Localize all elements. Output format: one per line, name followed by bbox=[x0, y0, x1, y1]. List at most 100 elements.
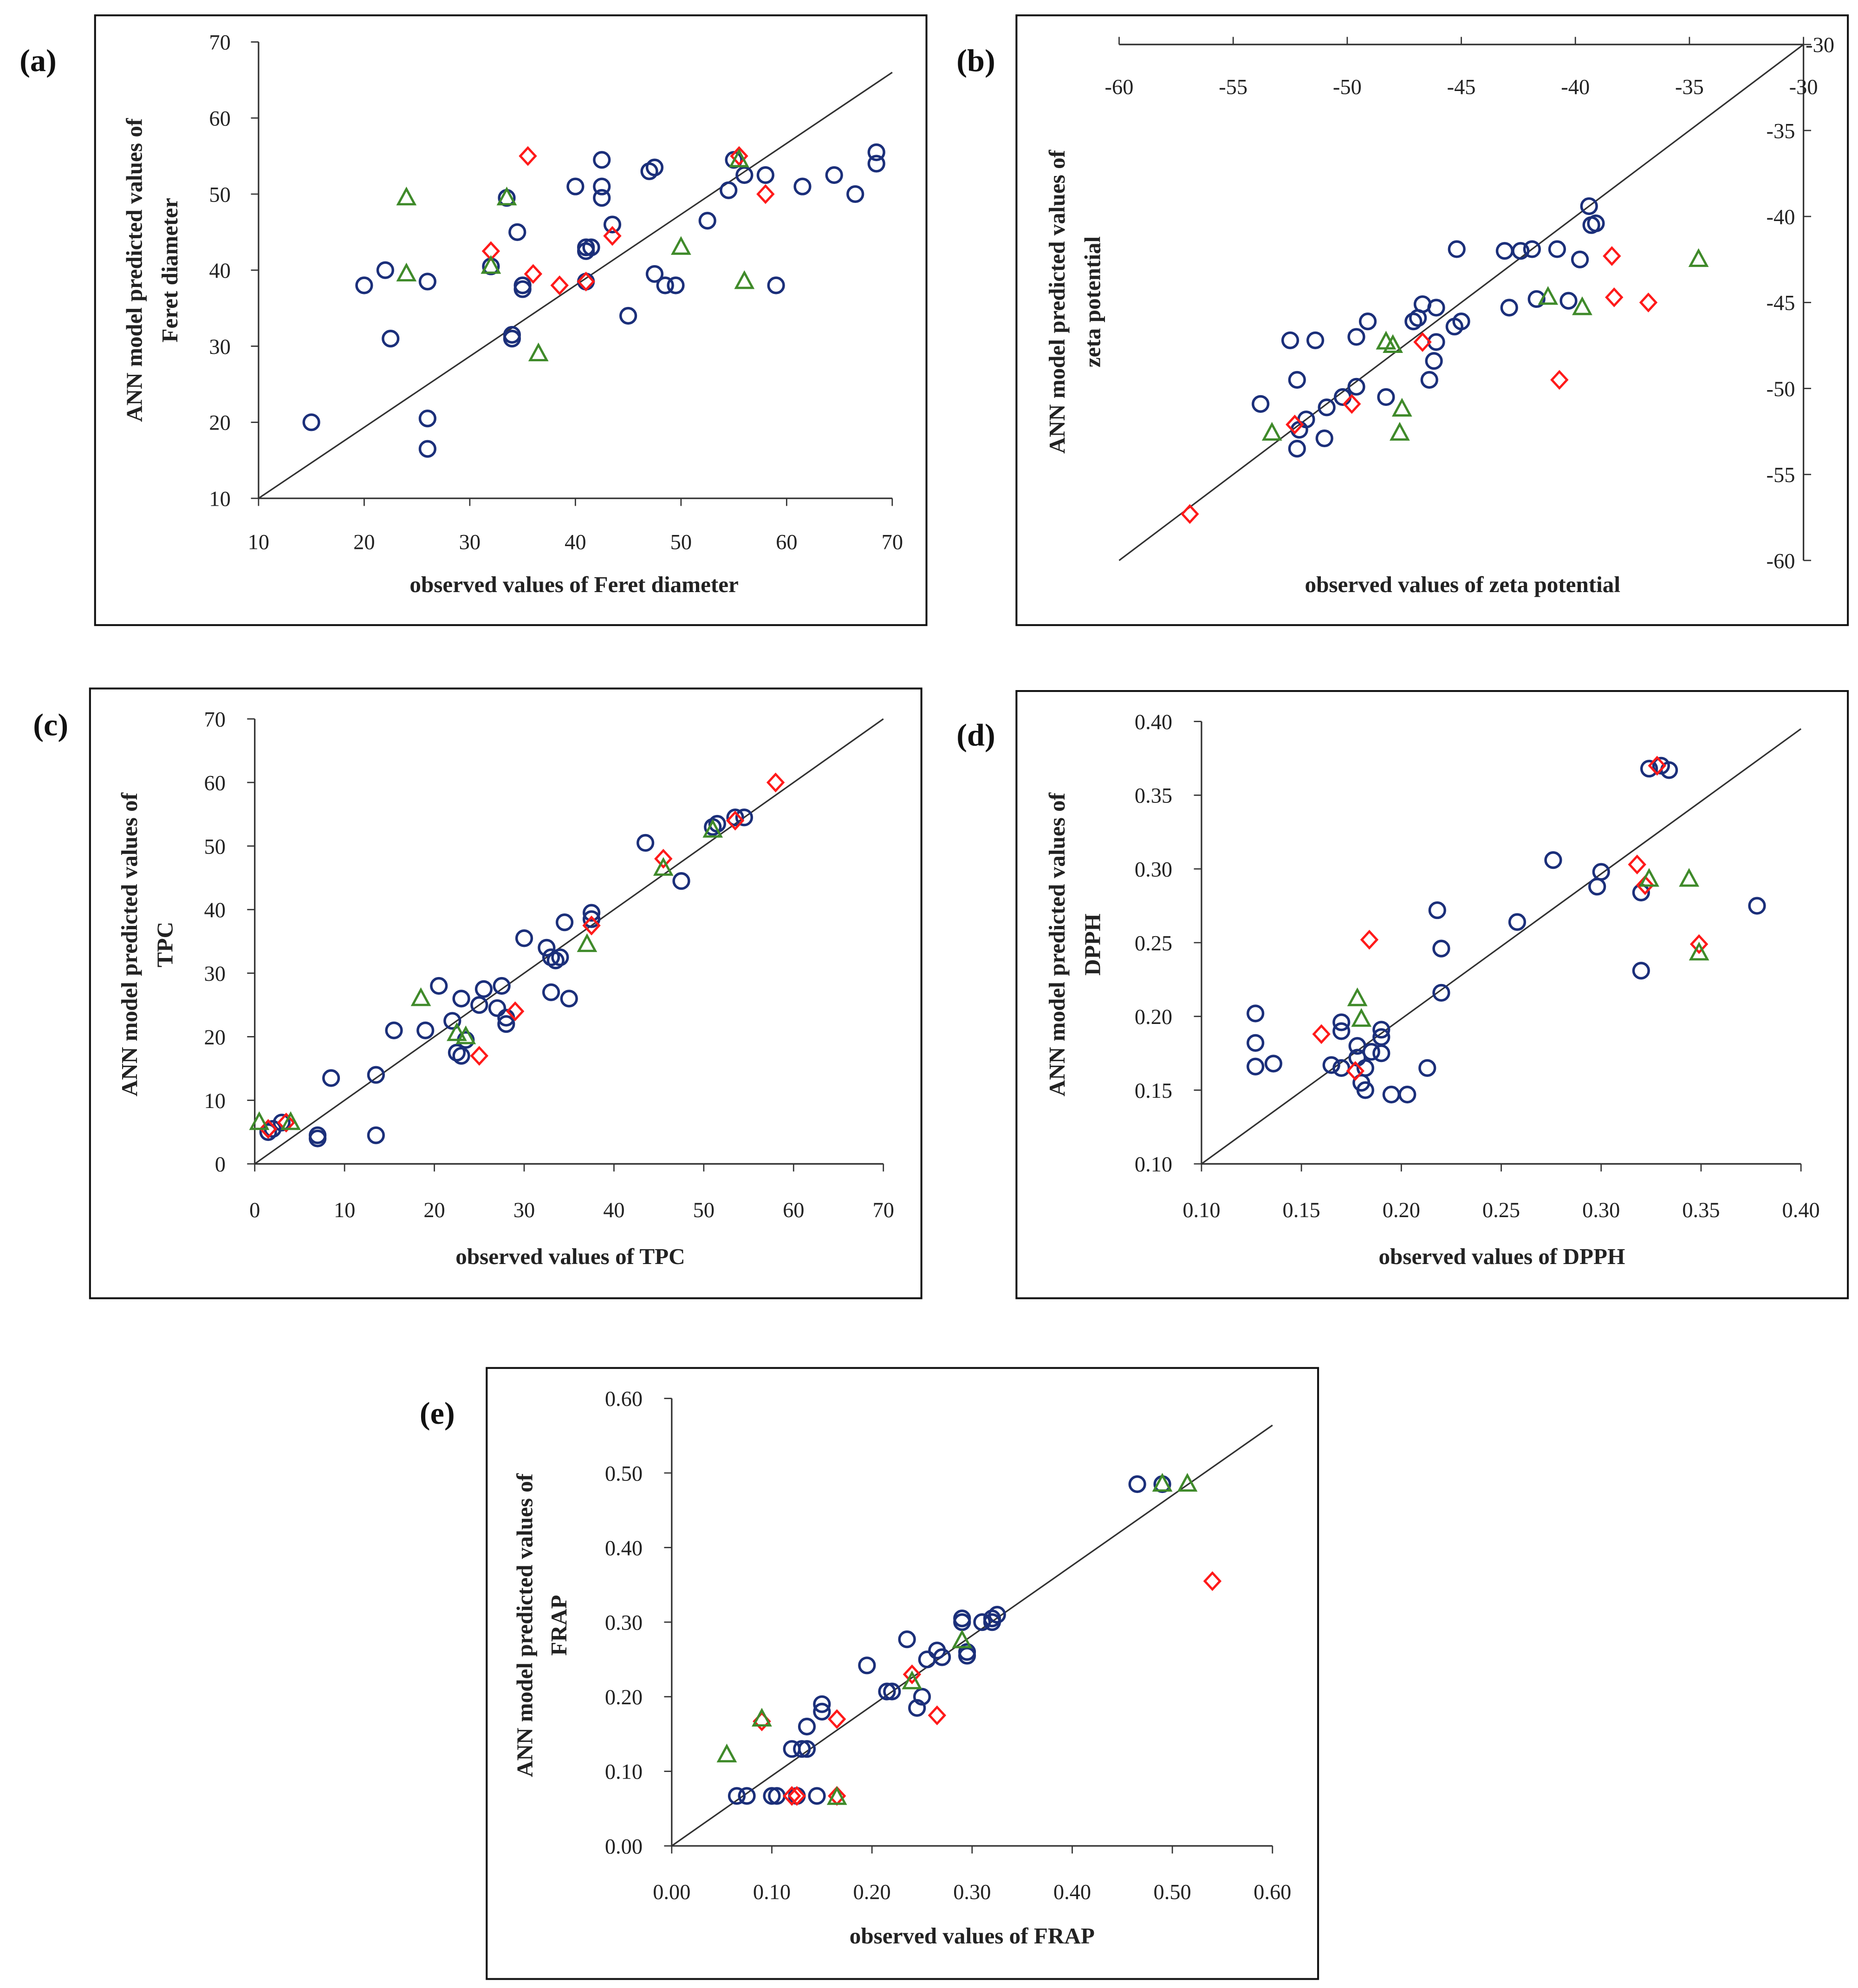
data-point-triangle bbox=[653, 857, 674, 876]
data-point-circle bbox=[1306, 331, 1325, 349]
data-point-circle bbox=[645, 158, 664, 176]
data-point-diamond bbox=[470, 1046, 489, 1066]
data-point-circle bbox=[493, 977, 511, 995]
data-point-circle bbox=[443, 1012, 461, 1030]
data-point-circle bbox=[593, 177, 611, 196]
data-point-diamond bbox=[550, 275, 569, 295]
y-tick-label: 30 bbox=[209, 335, 230, 359]
data-point-triangle bbox=[826, 1786, 847, 1805]
identity-line bbox=[1118, 44, 1804, 561]
data-point-circle bbox=[542, 948, 560, 966]
data-point-diamond bbox=[1181, 504, 1199, 524]
data-point-circle bbox=[1640, 760, 1658, 778]
data-point-circle bbox=[367, 1126, 385, 1144]
y-axis-title-line2: Feret diameter bbox=[157, 198, 182, 342]
data-point-triangle bbox=[528, 342, 549, 362]
data-point-circle bbox=[667, 276, 685, 294]
data-point-circle bbox=[448, 1043, 466, 1062]
data-point-circle bbox=[273, 1114, 291, 1132]
y-tick-label: 30 bbox=[204, 962, 226, 986]
x-tick-label: 0.40 bbox=[1053, 1881, 1091, 1904]
data-point-triangle bbox=[1688, 248, 1709, 267]
data-point-diamond bbox=[1342, 394, 1361, 414]
data-point-circle bbox=[1288, 440, 1306, 458]
data-point-circle bbox=[983, 1610, 1001, 1628]
data-point-circle bbox=[1592, 863, 1610, 881]
data-point-diamond bbox=[1312, 1024, 1331, 1044]
x-tick-label: 60 bbox=[776, 530, 797, 554]
x-tick-label: 50 bbox=[693, 1199, 715, 1222]
y-tick-label: -55 bbox=[1767, 463, 1795, 487]
panel-frame bbox=[1015, 690, 1849, 1299]
data-point-triangle bbox=[734, 270, 755, 289]
y-tick-label: 0.20 bbox=[605, 1686, 643, 1709]
data-point-diamond bbox=[1605, 287, 1624, 307]
data-point-circle bbox=[788, 1787, 806, 1805]
data-point-circle bbox=[1372, 1028, 1390, 1046]
chart-panel-e: 0.00 0.10 0.20 0.30 0.40 0.50 0.60 0.00 0.10 0.20… bbox=[420, 1367, 1319, 1980]
data-point-circle bbox=[1362, 1043, 1380, 1061]
data-point-circle bbox=[546, 952, 565, 970]
x-tick-label: 0.30 bbox=[953, 1881, 991, 1904]
data-point-diamond bbox=[1648, 756, 1666, 776]
x-tick-label: 0.30 bbox=[1582, 1199, 1620, 1222]
data-point-circle bbox=[538, 939, 556, 957]
data-point-circle bbox=[1247, 1004, 1265, 1023]
data-point-diamond bbox=[1628, 854, 1646, 874]
data-point-circle bbox=[593, 189, 611, 207]
data-point-circle bbox=[988, 1605, 1006, 1624]
data-point-circle bbox=[1322, 1056, 1340, 1074]
data-point-circle bbox=[1332, 1013, 1351, 1031]
data-point-triangle bbox=[1679, 868, 1699, 887]
y-axis-title-line1: ANN model predicted values of bbox=[1044, 150, 1070, 454]
data-point-circle bbox=[808, 1787, 826, 1805]
data-point-circle bbox=[503, 330, 521, 348]
data-point-circle bbox=[1587, 214, 1605, 233]
data-point-circle bbox=[813, 1702, 831, 1721]
data-point-diamond bbox=[1550, 370, 1569, 390]
data-point-circle bbox=[1580, 197, 1598, 215]
data-point-triangle bbox=[1351, 1008, 1372, 1027]
data-point-diamond bbox=[1286, 414, 1304, 435]
panel-frame bbox=[89, 687, 923, 1299]
data-point-circle bbox=[953, 1610, 971, 1628]
panel-label: (b) bbox=[956, 43, 995, 78]
data-point-circle bbox=[1356, 1081, 1374, 1099]
x-tick-label: 20 bbox=[423, 1199, 445, 1222]
data-point-circle bbox=[1332, 1022, 1351, 1040]
data-point-circle bbox=[1495, 242, 1514, 260]
y-tick-label: 50 bbox=[209, 183, 230, 207]
x-tick-label: 10 bbox=[334, 1199, 355, 1222]
data-point-circle bbox=[698, 212, 716, 230]
data-point-diamond bbox=[756, 184, 775, 204]
data-point-triangle bbox=[496, 186, 517, 206]
data-point-triangle bbox=[1689, 941, 1709, 961]
data-point-diamond bbox=[524, 264, 543, 284]
x-tick-label: 0.00 bbox=[653, 1881, 690, 1904]
data-point-circle bbox=[416, 1021, 435, 1039]
chart-panel-d: 0.10 0.15 0.20 0.25 0.30 0.35 0.40 0.10 0.15 0.20… bbox=[956, 690, 1849, 1299]
data-point-circle bbox=[1356, 1059, 1374, 1077]
data-point-circle bbox=[1425, 352, 1443, 370]
y-tick-label: 0.40 bbox=[605, 1537, 643, 1560]
data-point-triangle bbox=[1390, 422, 1410, 441]
data-point-diamond bbox=[787, 1786, 806, 1806]
data-point-diamond bbox=[903, 1664, 922, 1684]
data-point-triangle bbox=[1177, 1473, 1198, 1492]
data-point-triangle bbox=[1639, 868, 1659, 887]
x-tick-label: 0.20 bbox=[1383, 1199, 1420, 1222]
data-point-circle bbox=[1281, 331, 1299, 349]
data-point-circle bbox=[1448, 240, 1466, 258]
data-point-circle bbox=[973, 1613, 991, 1631]
panel-frame bbox=[1015, 14, 1849, 626]
x-tick-label: 10 bbox=[248, 530, 269, 554]
data-point-triangle bbox=[702, 819, 723, 838]
data-point-circle bbox=[582, 238, 600, 256]
data-point-diamond bbox=[1346, 1061, 1365, 1081]
y-tick-label: 0 bbox=[215, 1153, 226, 1177]
data-point-circle bbox=[1427, 299, 1445, 317]
data-point-triangle bbox=[1383, 334, 1403, 353]
data-point-circle bbox=[376, 261, 394, 279]
data-point-circle bbox=[1512, 242, 1530, 260]
panel-label: (c) bbox=[33, 707, 68, 743]
